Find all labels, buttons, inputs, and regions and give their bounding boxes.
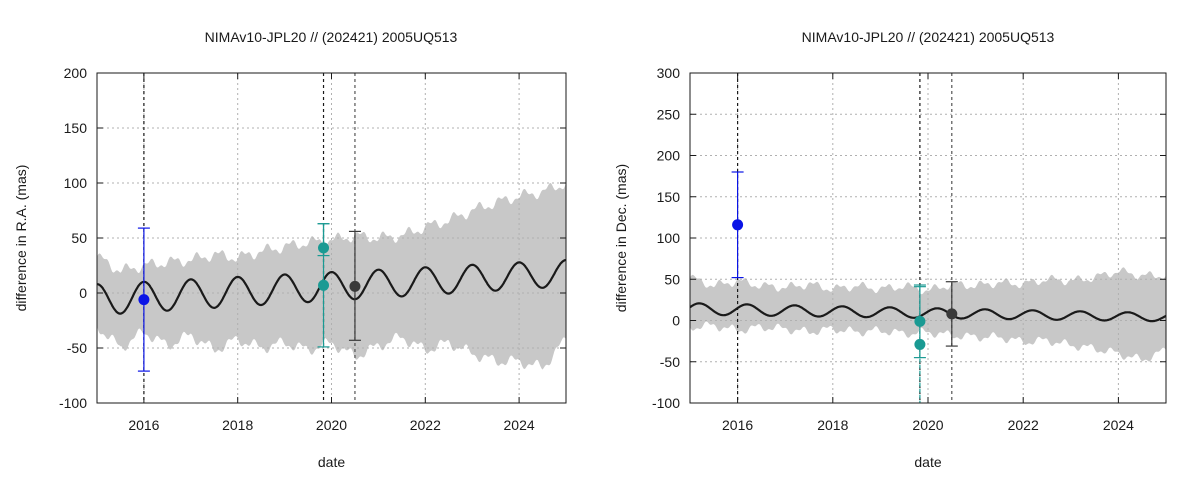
y-axis-label: difference in R.A. (mas) [13, 165, 29, 312]
y-tick-label: 50 [664, 271, 680, 287]
y-tick-label: 100 [64, 175, 88, 191]
y-tick-label: 0 [672, 313, 680, 329]
data-point [914, 315, 926, 327]
plot-area [690, 73, 1166, 403]
x-axis-label: date [318, 454, 345, 470]
x-tick-label: 2022 [1008, 417, 1039, 433]
x-tick-label: 2018 [817, 417, 848, 433]
data-point [349, 280, 361, 292]
data-point [138, 294, 150, 306]
x-tick-label: 2024 [1103, 417, 1134, 433]
y-tick-label: -50 [67, 340, 87, 356]
model-curve [690, 302, 1166, 323]
chart-title: NIMAv10-JPL20 // (202421) 2005UQ513 [205, 29, 458, 45]
x-tick-label: 2016 [128, 417, 159, 433]
data-point [318, 242, 330, 254]
y-tick-label: 50 [71, 230, 87, 246]
y-tick-label: 150 [657, 189, 681, 205]
y-tick-label: 200 [657, 148, 681, 164]
y-tick-label: 100 [657, 230, 681, 246]
uncertainty-band [97, 183, 566, 370]
data-point [914, 338, 926, 350]
y-tick-label: 300 [657, 65, 681, 81]
x-tick-label: 2020 [316, 417, 347, 433]
ra-difference-chart: -100 -50 0 50 100 150 200 2016 2018 2020 2022 2024 N… [13, 29, 567, 470]
y-tick-label: 150 [64, 120, 88, 136]
plot-area [97, 73, 566, 403]
model-curve [97, 258, 566, 315]
dec-difference-chart: -100 -50 0 50 100 150 200 250 300 2016 2018 2020 202… [613, 29, 1167, 470]
y-tick-label: -100 [652, 395, 680, 411]
x-tick-label: 2016 [722, 417, 753, 433]
x-tick-label: 2020 [912, 417, 943, 433]
data-point [732, 219, 744, 231]
y-tick-label: 200 [64, 65, 88, 81]
chart-title: NIMAv10-JPL20 // (202421) 2005UQ513 [802, 29, 1055, 45]
x-tick-label: 2024 [504, 417, 535, 433]
y-tick-label: -50 [660, 354, 680, 370]
y-axis-label: difference in Dec. (mas) [613, 164, 629, 312]
x-axis-label: date [914, 454, 941, 470]
y-tick-label: 0 [79, 285, 87, 301]
data-point [946, 308, 958, 320]
y-tick-label: 250 [657, 106, 681, 122]
y-tick-label: -100 [59, 395, 87, 411]
x-tick-label: 2018 [222, 417, 253, 433]
data-point [318, 279, 330, 291]
x-tick-label: 2022 [410, 417, 441, 433]
